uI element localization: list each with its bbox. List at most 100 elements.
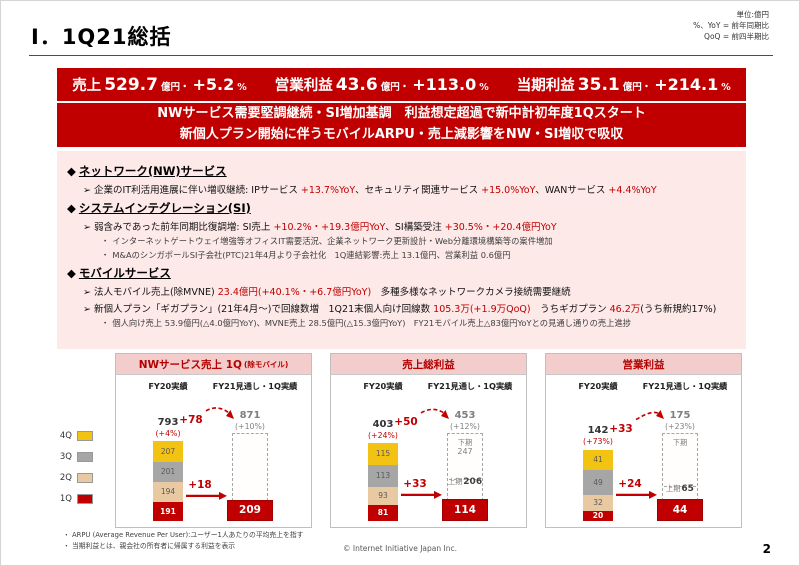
charts-row: NWサービス売上 1Q (除モバイル) FY20実績 FY21見通し・1Q実績 191 1…	[115, 353, 742, 528]
headline-metric: 売上 529.7 億円・ +5.2%	[72, 74, 247, 95]
bullet-text: 105.3万(+1.9万QoQ)	[433, 304, 531, 315]
headline-message-line1: NWサービス需要堅調継続・SI増加基調 利益想定超過で新中計初年度1Qスタート	[157, 106, 646, 122]
chart-title-text: 売上総利益	[402, 358, 455, 371]
legend-swatch-4Q	[77, 431, 93, 441]
page-title: Ⅰ．1Q21総括	[31, 25, 172, 49]
bullet-text: 企業のIT利活用進展に伴い増収継続: IPサービス	[93, 185, 301, 196]
chart-arrows-icon	[616, 410, 664, 499]
bullet-text: インターネットゲートウェイ増強等オフィスIT需要活況、企業ネットワーク更新設計・…	[112, 236, 553, 246]
metric-value: 43.6	[335, 75, 378, 95]
metric-label: 売上	[72, 78, 102, 94]
unit-notes: 単位:億円 %、YoY = 前年同期比 QoQ = 前四半期比	[693, 10, 769, 43]
chart-title-text: 営業利益	[622, 358, 665, 371]
chart-title: 営業利益	[546, 354, 741, 375]
metric-change-unit: %	[721, 82, 731, 93]
unit-note-line: %、YoY = 前年同期比	[693, 20, 769, 30]
metric-change: +214.1	[654, 75, 719, 94]
bullet-text: うちギガプラン	[530, 304, 610, 315]
fy20-total-value: 793	[157, 416, 179, 428]
section-heading-text: システムインテグレーション(SI)	[78, 201, 251, 215]
bullet-text: M&AのシンガポールSI子会社(PTC)21年4月より子会社化 1Q連結影響:売…	[112, 250, 511, 260]
forecast-total-yoy: (+12%)	[450, 421, 480, 431]
col-label-fy20: FY20実績	[148, 381, 188, 391]
col-label-fy20: FY20実績	[578, 381, 618, 391]
fy20-segment-4Q: 41	[583, 449, 613, 471]
dot-bullet-marker: ・	[101, 318, 110, 328]
legend-label: 2Q	[59, 473, 72, 483]
chart-arrows-icon	[401, 408, 449, 499]
forecast-half-divider	[664, 486, 696, 488]
bullet-item: ・個人向け売上 53.9億円(△4.0億円YoY)、MVNE売上 28.5億円(…	[101, 317, 734, 329]
footnote-arpu: ・ ARPU (Average Revenue Per User):ユーザー1人…	[63, 530, 304, 539]
bullet-text: +15.0%YoY	[481, 185, 536, 196]
headline-metric: 営業利益 43.6 億円・ +113.0%	[275, 74, 489, 95]
bullet-text: 46.2万	[609, 304, 641, 315]
bullet-item: ・インターネットゲートウェイ増強等オフィスIT需要活況、企業ネットワーク更新設計…	[101, 235, 734, 247]
chart-title: 売上総利益	[331, 354, 526, 375]
metric-unit: 億円・	[622, 82, 652, 93]
unit-note-line: 単位:億円	[736, 10, 769, 19]
col-label-fy21: FY21見通し・1Q実績	[212, 381, 298, 391]
chart-body: FY20実績 FY21見通し・1Q実績 20 32 49 41 142 (+73%) 下期 上期6…	[546, 375, 741, 527]
arrow-bullet-marker: ➢	[83, 222, 91, 233]
col-label-fy21: FY21見通し・1Q実績	[642, 381, 728, 391]
fy20-segment-1Q: 81	[368, 505, 398, 521]
h1-label: 上期	[447, 476, 463, 486]
actual-1q-bar: 44	[657, 498, 703, 521]
metric-change-unit: %	[237, 82, 247, 93]
actual-delta-label: +24	[618, 477, 642, 490]
fy20-segment-2Q: 32	[583, 494, 613, 511]
metric-unit: 億円・	[160, 82, 190, 93]
chart-card-1: 売上総利益 FY20実績 FY21見通し・1Q実績 81 93 113 115 403 (+24…	[330, 353, 527, 528]
footnote-profit: ・ 当期利益とは、親会社の所有者に帰属する利益を表示	[63, 542, 236, 551]
chart-card-2: 営業利益 FY20実績 FY21見通し・1Q実績 20 32 49 41 142 (+73%) 下…	[545, 353, 742, 528]
headline-metrics-banner: 売上 529.7 億円・ +5.2% 営業利益 43.6 億円・ +113.0% 当期利益 35.…	[57, 68, 746, 101]
forecast-delta-label: +50	[394, 415, 418, 428]
h2-label: 下期	[672, 438, 688, 447]
legend-swatch-2Q	[77, 473, 93, 483]
actual-delta-label: +18	[188, 478, 212, 491]
fy20-total-value: 142	[587, 425, 609, 437]
chart-body: FY20実績 FY21見通し・1Q実績 191 194 201 207 793 (+4%) 87…	[116, 375, 311, 527]
metric-label: 当期利益	[516, 78, 575, 94]
headline-message-line2: 新個人プラン開始に伴うモバイルARPU・売上減影響をNW・SI増収で吸収	[179, 127, 624, 142]
bullet-text: 新個人プラン「ギガプラン」(21年4月〜)で回線数増 1Q21末個人向け回線数	[93, 304, 434, 315]
legend-label: 1Q	[59, 494, 72, 504]
headline-metric: 当期利益 35.1 億円・ +214.1%	[517, 74, 731, 95]
bullet-text: 弱含みであった前年同期比復調増: SI売上	[93, 222, 274, 233]
legend-swatch-1Q	[77, 494, 93, 504]
forecast-half-divider	[449, 478, 481, 480]
bullet-text: 法人モバイル売上(除MVNE)	[93, 287, 218, 298]
bullet-text: +13.7%YoY	[300, 185, 356, 196]
bullet-text: 23.4億円(+40.1%・+6.7億円YoY)	[217, 287, 372, 298]
metric-change: +113.0	[412, 75, 477, 94]
headline-message-banner: NWサービス需要堅調継続・SI増加基調 利益想定超過で新中計初年度1Qスタート …	[57, 103, 746, 147]
forecast-total-value: 871	[239, 409, 261, 421]
fy20-segment-3Q: 49	[583, 470, 613, 495]
actual-1q-bar: 209	[227, 499, 273, 521]
footnotes: ・ ARPU (Average Revenue Per User):ユーザー1人…	[63, 530, 303, 553]
fy20-total-label: 142 (+73%)	[562, 425, 634, 446]
bullet-item: ・ M&AのシンガポールSI子会社(PTC)21年4月より子会社化 1Q連結影響:…	[101, 249, 734, 261]
chart-title: NWサービス売上 1Q (除モバイル)	[116, 354, 311, 375]
legend-item-3Q: 3Q	[57, 452, 93, 462]
title-underline	[29, 55, 773, 56]
bullet-text: 多種多様なネットワークカメラ接続需要継続	[371, 287, 571, 298]
unit-note-line: QoQ = 前四半期比	[704, 31, 769, 41]
legend-swatch-3Q	[77, 452, 93, 462]
fy20-total-label: 403 (+24%)	[347, 419, 419, 440]
legend-label: 3Q	[59, 452, 72, 462]
section-heading: ◆ システムインテグレーション(SI)	[67, 200, 734, 216]
fy20-total-yoy: (+24%)	[368, 430, 398, 440]
forecast-delta-label: +33	[609, 422, 633, 435]
bullet-text: 、SI構築受注	[385, 222, 445, 233]
bullet-item: ➢ 企業のIT利活用進展に伴い増収継続: IPサービス +13.7%YoY、セキュ…	[83, 182, 734, 196]
forecast-total-label: 453 (+12%)	[429, 410, 501, 431]
metric-unit: 億円・	[380, 82, 410, 93]
diamond-marker: ◆	[67, 164, 76, 178]
page-number: 2	[762, 542, 771, 556]
bullet-text: +30.5%・+20.4億円YoY	[444, 222, 557, 233]
fy20-total-label: 793 (+4%)	[132, 417, 204, 438]
h1-label: 上期	[666, 484, 681, 494]
bullet-item: ➢ 新個人プラン「ギガプラン」(21年4月〜)で回線数増 1Q21末個人向け回線数…	[83, 301, 734, 315]
